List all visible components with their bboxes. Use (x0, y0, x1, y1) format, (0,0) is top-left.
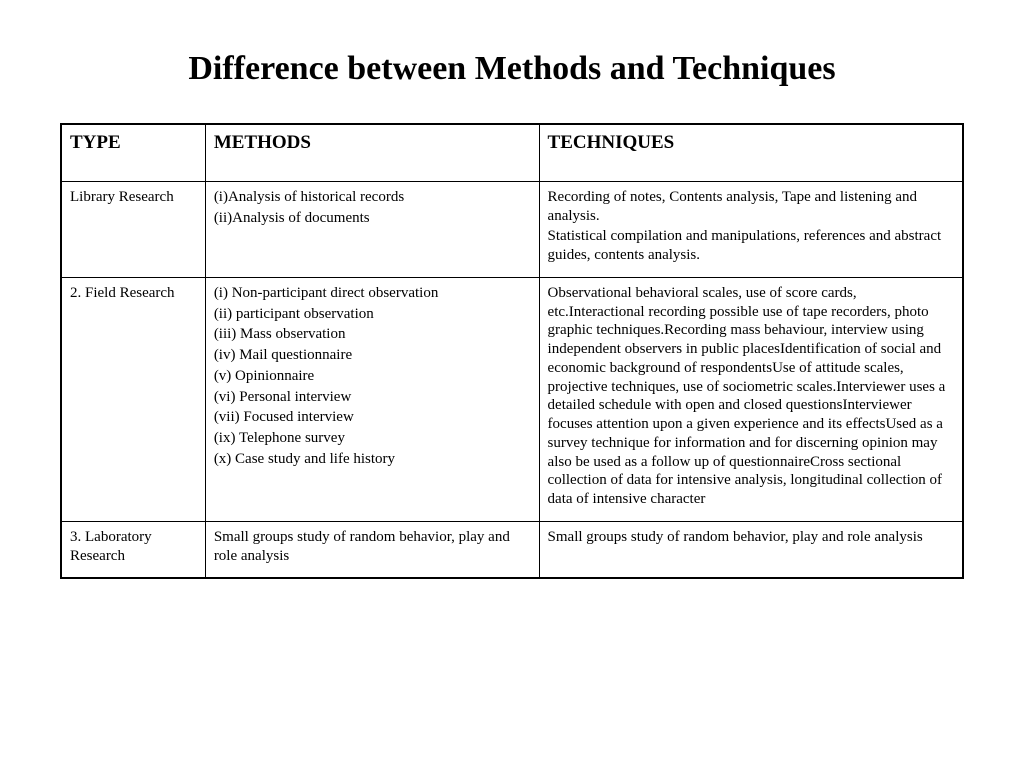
cell-line: Observational behavioral scales, use of … (548, 284, 954, 509)
table-body: Library Research (i)Analysis of historic… (61, 181, 963, 578)
cell-type: Library Research (61, 181, 205, 277)
cell-line: Small groups study of random behavior, p… (214, 528, 531, 566)
table-header-row: TYPE METHODS TECHNIQUES (61, 124, 963, 181)
cell-line: (ii) participant observation (214, 305, 531, 324)
cell-line: (i) Non-participant direct observation (214, 284, 531, 303)
cell-type: 2. Field Research (61, 277, 205, 521)
cell-line: Recording of notes, Contents analysis, T… (548, 188, 954, 226)
cell-line: (x) Case study and life history (214, 450, 531, 469)
table-row: 2. Field Research (i) Non-participant di… (61, 277, 963, 521)
col-header-type: TYPE (61, 124, 205, 181)
page-title: Difference between Methods and Technique… (60, 50, 964, 88)
cell-line: (ii)Analysis of documents (214, 209, 531, 228)
cell-techniques: Observational behavioral scales, use of … (539, 277, 963, 521)
table-row: 3. Laboratory Research Small groups stud… (61, 521, 963, 578)
col-header-methods: METHODS (205, 124, 539, 181)
cell-line: (vii) Focused interview (214, 408, 531, 427)
cell-methods: Small groups study of random behavior, p… (205, 521, 539, 578)
comparison-table: TYPE METHODS TECHNIQUES Library Research… (60, 123, 964, 579)
cell-line: Statistical compilation and manipulation… (548, 227, 954, 265)
cell-methods: (i) Non-participant direct observation (i… (205, 277, 539, 521)
cell-line: Small groups study of random behavior, p… (548, 528, 954, 547)
cell-line: (iii) Mass observation (214, 325, 531, 344)
cell-techniques: Small groups study of random behavior, p… (539, 521, 963, 578)
cell-line: (iv) Mail questionnaire (214, 346, 531, 365)
cell-type: 3. Laboratory Research (61, 521, 205, 578)
table-row: Library Research (i)Analysis of historic… (61, 181, 963, 277)
cell-techniques: Recording of notes, Contents analysis, T… (539, 181, 963, 277)
cell-line: (ix) Telephone survey (214, 429, 531, 448)
cell-line: (v) Opinionnaire (214, 367, 531, 386)
cell-line: (vi) Personal interview (214, 388, 531, 407)
cell-line: (i)Analysis of historical records (214, 188, 531, 207)
col-header-techniques: TECHNIQUES (539, 124, 963, 181)
cell-methods: (i)Analysis of historical records (ii)Ana… (205, 181, 539, 277)
